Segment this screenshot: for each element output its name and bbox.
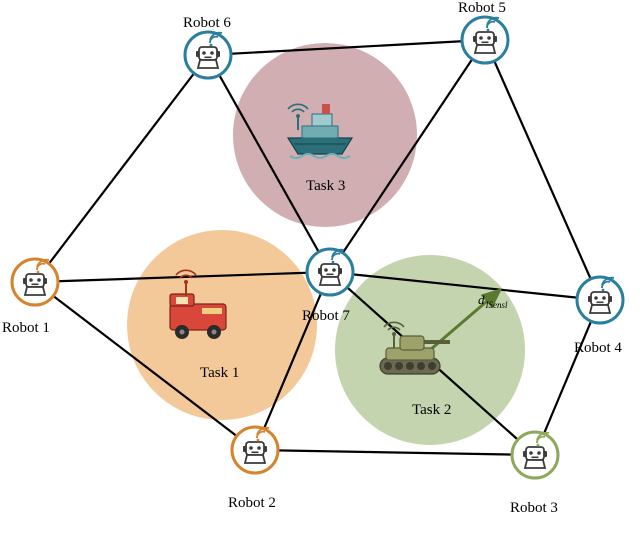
r2-node (232, 427, 278, 473)
r2-label: Robot 2 (228, 495, 276, 512)
task2-label: Task 2 (412, 402, 451, 419)
r7-node (307, 249, 353, 295)
r4-label: Robot 4 (574, 340, 622, 357)
r1-node (12, 259, 58, 305)
r5-node (462, 17, 508, 63)
r1-label: Robot 1 (2, 320, 50, 337)
edge-r4-r3 (535, 300, 600, 455)
d-sense-label: dISensl (478, 292, 508, 310)
r3-label: Robot 3 (510, 500, 558, 517)
r3-node (512, 432, 558, 478)
task3-label: Task 3 (306, 178, 345, 195)
r6-node (185, 32, 231, 78)
edge-r5-r4 (485, 40, 600, 300)
r5-label: Robot 5 (458, 0, 506, 17)
r4-node (577, 277, 623, 323)
edge-r2-r3 (255, 450, 535, 455)
r7-label: Robot 7 (302, 308, 350, 325)
task1-label: Task 1 (200, 365, 239, 382)
r6-label: Robot 6 (183, 15, 231, 32)
